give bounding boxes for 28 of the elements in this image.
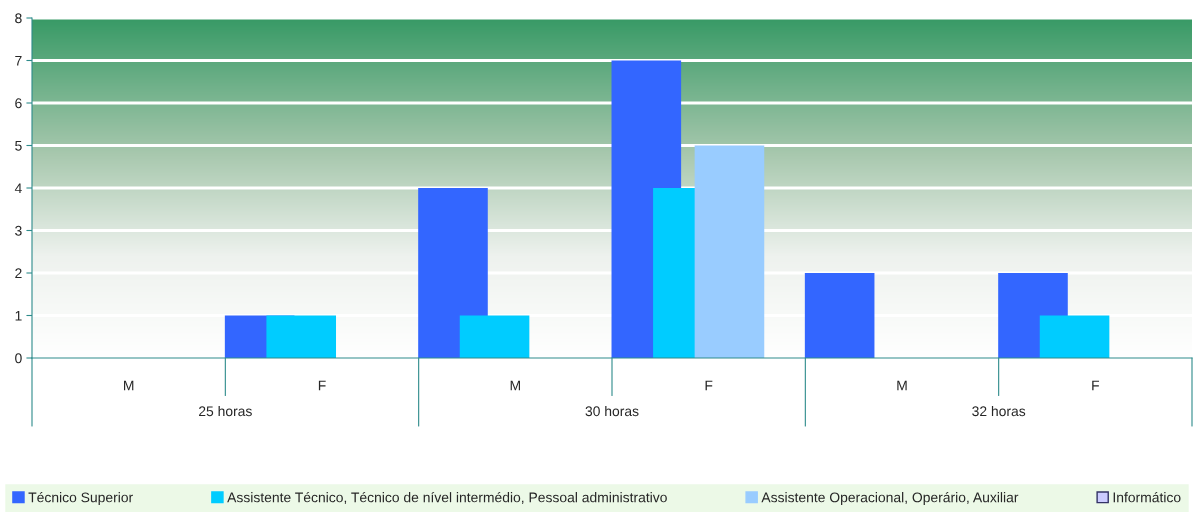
y-tick-label: 1: [15, 310, 22, 321]
text: 32 horas: [972, 405, 1026, 417]
y-tick-label: 6: [15, 98, 22, 109]
bar: [694, 145, 765, 358]
x-tick-label: F: [318, 380, 326, 391]
text: 30 horas: [585, 405, 639, 417]
x-tick-label: M: [510, 380, 520, 391]
y-tick-label: 8: [15, 13, 22, 24]
y-tick-label: 0: [15, 353, 22, 364]
y-tick-label: 3: [15, 225, 22, 236]
legend-label: Assistente Técnico, Técnico de nível intermédio, Pessoal administrativo: [227, 491, 667, 504]
x-tick-label: M: [897, 380, 907, 391]
x-tick-label: M: [124, 380, 134, 391]
x-tick-label: F: [705, 380, 713, 391]
bar: [266, 315, 337, 358]
y-tick-label: 4: [14, 183, 22, 194]
bar: [804, 273, 875, 358]
legend-label: Assistente Operacional, Operário, Auxiliar: [761, 491, 1019, 506]
text: 25 horas: [199, 405, 252, 417]
x-tick-label: F: [1092, 380, 1100, 391]
y-tick-label: 2: [15, 268, 22, 279]
bar: [418, 188, 488, 358]
bar: [459, 315, 530, 358]
legend-label: Técnico Superior: [28, 491, 133, 506]
legend-label: Informático: [1113, 491, 1181, 503]
y-tick-label: 5: [15, 140, 22, 151]
y-tick-label: 7: [15, 55, 22, 66]
bar: [1039, 315, 1110, 358]
